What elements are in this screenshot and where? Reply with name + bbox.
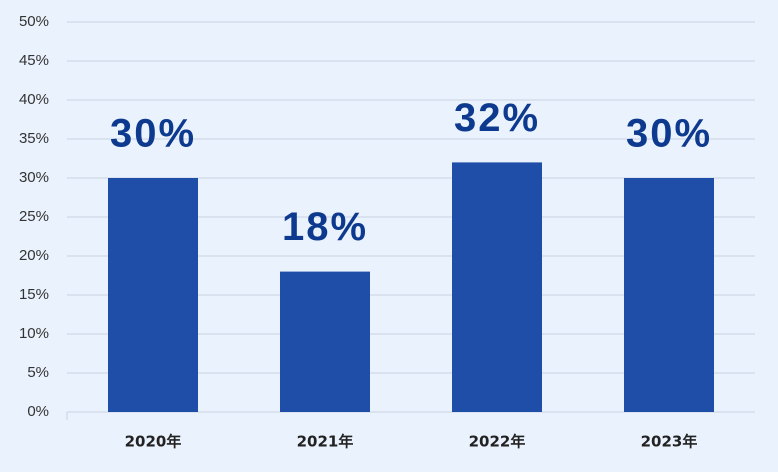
data-label: 30% — [626, 112, 712, 156]
bar — [452, 162, 542, 412]
y-tick-label: 50% — [19, 13, 49, 30]
bar — [280, 271, 370, 412]
y-tick-label: 25% — [19, 208, 49, 225]
data-label: 32% — [454, 96, 540, 140]
x-tick-label: 2021年 — [297, 433, 354, 451]
y-tick-label: 40% — [19, 91, 49, 108]
x-tick-label: 2022年 — [469, 433, 526, 451]
y-tick-label: 45% — [19, 52, 49, 69]
bar — [624, 178, 714, 412]
x-tick-label: 2020年 — [125, 433, 182, 451]
y-tick-label: 20% — [19, 247, 49, 264]
data-label: 18% — [282, 205, 368, 249]
x-tick-label: 2023年 — [641, 433, 698, 451]
bar — [108, 178, 198, 412]
y-tick-label: 30% — [19, 169, 49, 186]
data-label: 30% — [110, 112, 196, 156]
y-tick-label: 35% — [19, 130, 49, 147]
y-tick-label: 0% — [27, 403, 49, 420]
y-tick-label: 15% — [19, 286, 49, 303]
y-tick-label: 10% — [19, 325, 49, 342]
y-tick-label: 5% — [27, 364, 49, 381]
